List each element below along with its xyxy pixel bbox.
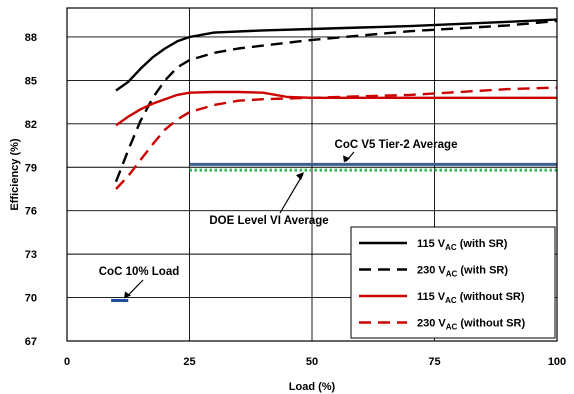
plot-frame [66, 7, 558, 342]
tick-labels: 0 25 50 75 100 67 70 73 76 79 82 85 88 [25, 32, 566, 368]
y-tick-label: 85 [25, 75, 37, 87]
x-tick-label: 50 [306, 356, 318, 368]
grid-lines [67, 8, 557, 341]
legend: 115 VAC (with SR) 230 VAC (with SR) 115 VA… [350, 226, 556, 339]
series-line [115, 86, 558, 190]
y-tick-label: 70 [25, 293, 37, 305]
arrow-head [296, 172, 304, 181]
y-tick-label: 88 [25, 32, 37, 44]
y-tick-label: 67 [25, 336, 37, 348]
annotation-label: CoC 10% Load [99, 266, 180, 278]
y-tick-label: 76 [25, 206, 37, 218]
y-tick-label: 82 [25, 119, 37, 131]
x-tick-label: 25 [183, 356, 195, 368]
x-axis-title: Load (%) [289, 381, 336, 393]
annotation-label: CoC V5 Tier-2 Average [335, 139, 458, 151]
series-line [115, 90, 557, 127]
arrow-head [343, 155, 350, 163]
annotation-arrow [279, 173, 304, 214]
series-line [115, 18, 558, 92]
legend-label: 115 VAC (with SR) [417, 238, 508, 252]
annotations: CoC V5 Tier-2 Average DOE Level VI Averag… [99, 139, 458, 299]
annotation-arrow [126, 279, 144, 297]
x-tick-label: 100 [548, 356, 566, 368]
y-tick-label: 79 [25, 162, 37, 174]
y-axis-title: Efficiency (%) [9, 138, 21, 210]
legend-label: 115 VAC (without SR) [417, 291, 525, 305]
reference-lines [111, 162, 557, 302]
x-tick-label: 0 [64, 356, 70, 368]
legend-box [350, 226, 556, 339]
series-line [114, 19, 558, 183]
series-lines [114, 18, 558, 190]
annotation-label: DOE Level VI Average [209, 215, 328, 227]
legend-label: 230 VAC (without SR) [417, 318, 525, 332]
x-tick-label: 75 [428, 356, 440, 368]
arrow-head [124, 291, 131, 299]
legend-label: 230 VAC (with SR) [417, 265, 508, 279]
y-tick-label: 73 [25, 249, 37, 261]
